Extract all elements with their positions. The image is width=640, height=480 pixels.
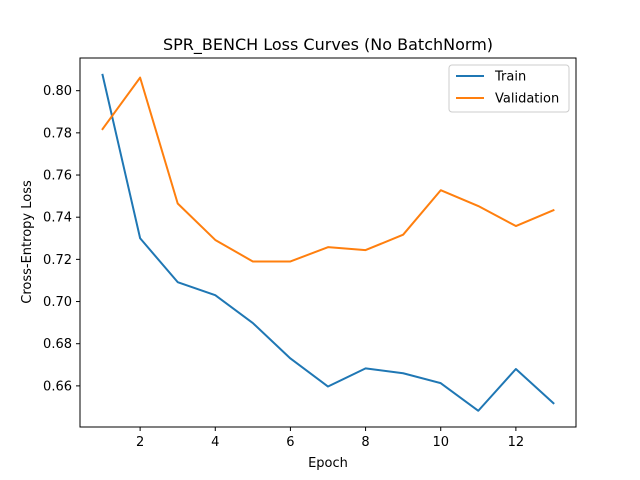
y-tick-label: 0.78 xyxy=(43,126,72,141)
y-axis-ticks: 0.66 0.68 0.70 0.72 0.74 0.76 0.78 0.80 xyxy=(43,84,80,394)
axes-frame xyxy=(79,57,577,428)
x-tick-label: 12 xyxy=(508,435,525,450)
x-tick-label: 2 xyxy=(136,435,144,450)
y-tick-label: 0.80 xyxy=(43,84,72,99)
x-tick-label: 6 xyxy=(286,435,294,450)
series-line-train xyxy=(101,73,555,412)
y-axis-label: Cross-Entropy Loss xyxy=(20,180,35,304)
y-tick-label: 0.72 xyxy=(43,253,72,268)
chart-title: SPR_BENCH Loss Curves (No BatchNorm) xyxy=(163,35,493,55)
x-axis-label: Epoch xyxy=(308,456,348,471)
y-tick-label: 0.74 xyxy=(43,211,72,226)
x-tick-label: 8 xyxy=(361,435,369,450)
legend-label-validation: Validation xyxy=(495,92,559,107)
x-tick-label: 10 xyxy=(432,435,449,450)
y-tick-label: 0.70 xyxy=(43,295,72,310)
legend-label-train: Train xyxy=(494,70,526,85)
y-tick-label: 0.76 xyxy=(43,169,72,184)
x-tick-label: 4 xyxy=(211,435,219,450)
series-lines xyxy=(101,73,555,412)
y-tick-label: 0.68 xyxy=(43,337,72,352)
plot-area xyxy=(79,57,577,428)
series-line-validation xyxy=(101,76,555,263)
y-tick-label: 0.66 xyxy=(43,379,72,394)
legend: Train Validation xyxy=(448,64,570,113)
x-axis-ticks: 2 4 6 8 10 12 xyxy=(136,427,524,450)
